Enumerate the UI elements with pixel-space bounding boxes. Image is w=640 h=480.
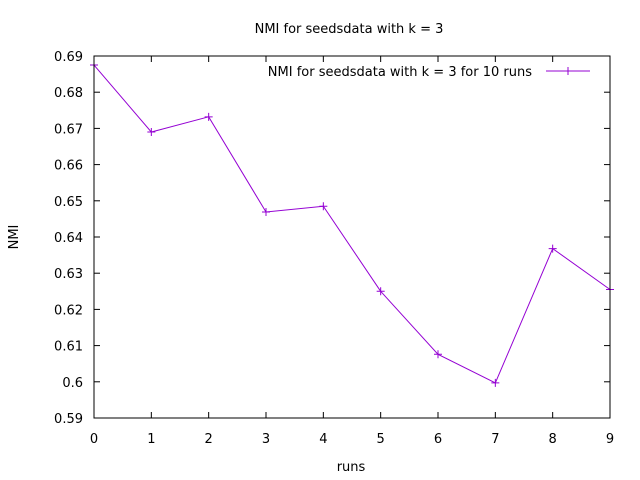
chart-title: NMI for seedsdata with k = 3 (255, 22, 444, 37)
legend-series-marker (564, 67, 572, 75)
x-tick-label: 9 (606, 432, 614, 447)
data-point-marker (262, 208, 270, 217)
data-point-marker (434, 350, 442, 359)
y-tick-label: 0.68 (54, 86, 83, 101)
y-tick-label: 0.59 (54, 412, 83, 427)
y-tick-label: 0.61 (54, 340, 83, 355)
x-tick-label: 3 (262, 432, 270, 447)
y-tick-label: 0.6 (62, 376, 83, 391)
series-line (93, 64, 611, 384)
y-tick-label: 0.69 (54, 50, 83, 65)
x-axis-title: runs (337, 460, 366, 475)
data-point-marker (147, 128, 156, 137)
x-tick-label: 0 (90, 432, 98, 447)
x-tick-label: 6 (434, 432, 442, 447)
data-point-marker (491, 378, 500, 387)
data-point-marker (319, 202, 328, 211)
x-tick-label: 2 (205, 432, 213, 447)
y-tick-label: 0.62 (54, 303, 83, 318)
y-tick-label: 0.65 (54, 195, 83, 210)
legend-series-label: NMI for seedsdata with k = 3 for 10 runs (268, 65, 532, 80)
y-tick-label: 0.64 (54, 231, 83, 246)
x-tick-label: 7 (491, 432, 499, 447)
data-point-marker (204, 112, 213, 121)
x-tick-label: 1 (147, 432, 155, 447)
legend: NMI for seedsdata with k = 3 for 10 runs (268, 65, 590, 80)
plot-frame (93, 55, 611, 419)
y-tick-label: 0.67 (54, 122, 83, 137)
y-axis-title: NMI (7, 225, 22, 250)
x-tick-label: 5 (377, 432, 385, 447)
x-tick-label: 4 (319, 432, 327, 447)
data-point-marker (548, 244, 557, 253)
y-tick-label: 0.63 (54, 267, 83, 282)
ticks-layer: 0 1 2 3 4 5 6 7 8 9 0.59 0.6 0.61 0.62 0.63 0.64 0.65 0.6… (54, 50, 614, 447)
x-tick-label: 8 (549, 432, 557, 447)
y-tick-label: 0.66 (54, 159, 83, 174)
data-point-marker (376, 287, 385, 296)
